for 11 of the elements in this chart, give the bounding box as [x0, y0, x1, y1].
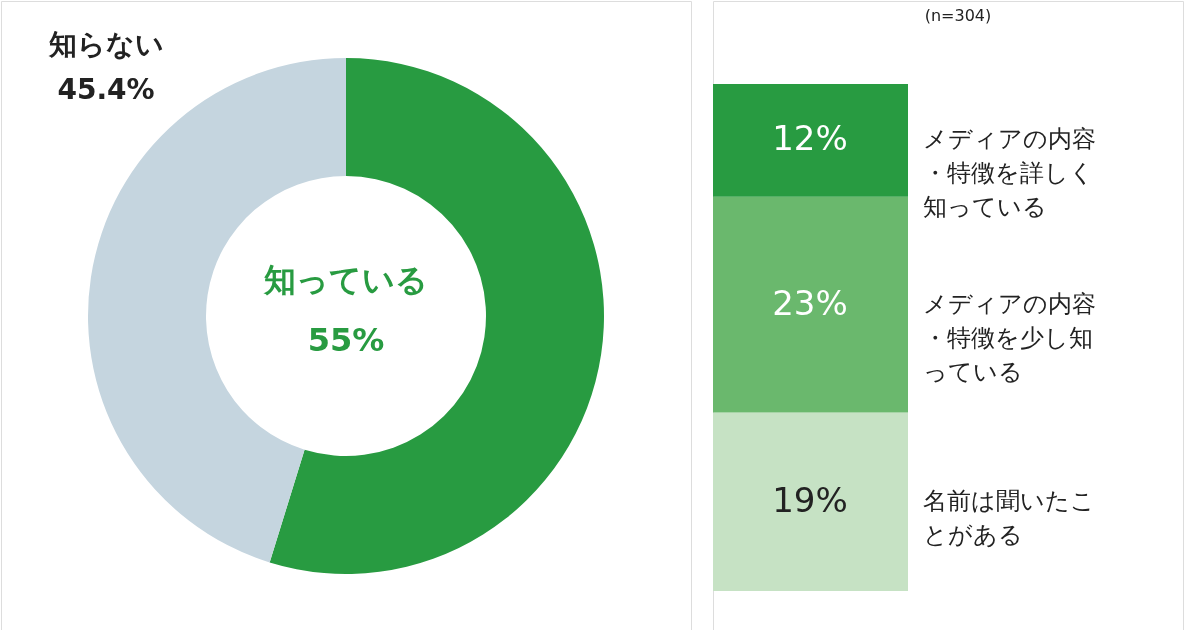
- slice-label: 知らない: [47, 28, 164, 61]
- slice-label: 知っている: [263, 261, 428, 299]
- data-label: 55%: [307, 321, 385, 359]
- series-label: メディアの内容・特徴を詳しく知っている: [923, 125, 1096, 222]
- data-label: 23%: [772, 282, 848, 323]
- data-label: 19%: [772, 479, 848, 520]
- series-label: 名前は聞いたことがある: [923, 486, 1095, 549]
- series-label: メディアの内容・特徴を少し知っている: [923, 289, 1096, 386]
- data-label: 45.4%: [57, 73, 155, 106]
- data-label: 12%: [772, 118, 848, 159]
- text: (n=304): [924, 6, 992, 25]
